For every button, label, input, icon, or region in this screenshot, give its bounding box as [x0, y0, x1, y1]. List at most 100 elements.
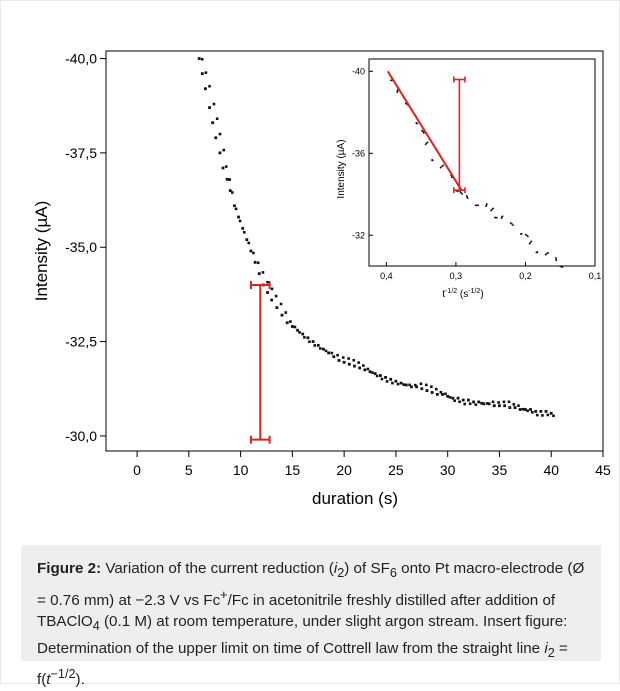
- main-data-point: [252, 251, 255, 255]
- main-data-point: [221, 166, 225, 170]
- main-x-tick-label: 45: [595, 462, 611, 478]
- inset-data-point: [500, 217, 503, 220]
- main-data-point: [353, 364, 356, 368]
- main-data-point: [215, 117, 219, 121]
- main-data-point: [324, 349, 328, 353]
- main-data-point: [347, 362, 351, 366]
- main-data-point: [441, 392, 444, 396]
- main-data-point: [410, 385, 413, 389]
- main-data-point: [279, 302, 283, 306]
- main-data-point: [472, 400, 475, 404]
- inset-data-point: [545, 252, 548, 255]
- main-data-points: [197, 57, 555, 418]
- main-data-point: [448, 396, 452, 399]
- main-data-point: [474, 403, 478, 406]
- main-data-point: [486, 402, 489, 405]
- main-data-point: [311, 340, 315, 343]
- main-data-point: [523, 408, 527, 411]
- main-data-point: [211, 121, 215, 125]
- inset-x-axis-label: t-1/2 (s-1/2): [442, 288, 483, 300]
- inset-data-point: [526, 235, 529, 238]
- main-data-point: [266, 291, 269, 294]
- main-data-point: [482, 402, 486, 406]
- main-data-point: [237, 215, 240, 219]
- inset-x-tick-label: 0,1: [589, 271, 602, 281]
- main-y-axis-label: Intensity (µA): [32, 201, 51, 302]
- main-data-point: [430, 385, 433, 388]
- inset-data-point: [465, 195, 468, 197]
- main-data-point: [289, 320, 292, 323]
- main-data-point: [420, 387, 424, 391]
- inset-data-point: [404, 102, 407, 105]
- inset-data-point: [442, 164, 445, 167]
- main-data-point: [208, 84, 211, 88]
- main-data-point: [366, 367, 370, 371]
- main-data-point: [453, 399, 457, 403]
- main-data-point: [512, 403, 516, 406]
- main-data-point: [402, 383, 406, 386]
- main-data-point: [200, 57, 204, 61]
- main-data-point: [396, 382, 400, 386]
- main-data-point: [225, 177, 229, 181]
- inset-marker: [453, 76, 466, 194]
- inset-data-point: [520, 233, 522, 235]
- main-data-point: [368, 370, 372, 374]
- inset-data-point: [460, 191, 462, 194]
- main-y-ticks: -40,0 -37,5 -35,0 -32,5 -30,0: [65, 51, 106, 444]
- main-data-point: [389, 377, 393, 381]
- main-data-point: [296, 328, 299, 332]
- main-data-point: [347, 357, 350, 360]
- main-data-point: [394, 379, 398, 383]
- main-data-point: [330, 351, 334, 355]
- main-data-point: [303, 336, 306, 339]
- main-data-point: [414, 383, 417, 387]
- figure-svg: 0 5 10 15 20 25 30 35 40 45 -40,0-37,5-35,0-32,5-…: [32, 50, 611, 508]
- main-data-point: [531, 410, 534, 414]
- inset-data-point: [461, 193, 464, 195]
- main-plot-frame: [105, 50, 604, 452]
- inset-y-ticks: -32 -36 -40: [352, 66, 373, 240]
- inset-y-tick-label: -40: [352, 66, 365, 76]
- main-data-point: [363, 368, 367, 372]
- main-data-point: [362, 364, 365, 367]
- main-data-point: [492, 404, 496, 408]
- inset-x-tick-label: 0,4: [380, 271, 393, 281]
- main-data-point: [208, 106, 211, 110]
- main-data-point: [204, 71, 208, 74]
- inset-data-point: [441, 165, 443, 168]
- main-x-tick-label: 0: [133, 462, 141, 478]
- main-x-tick-label: 10: [233, 462, 249, 478]
- main-x-tick-label: 30: [440, 462, 456, 478]
- main-data-point: [419, 382, 423, 386]
- main-x-tick-label: 35: [492, 462, 508, 478]
- main-data-point: [498, 404, 501, 408]
- inset-x-ticks: 0,4 0,3 0,2 0,1: [380, 262, 601, 281]
- main-data-point: [197, 57, 201, 60]
- main-data-point: [253, 260, 257, 264]
- main-x-tick-label: 15: [285, 462, 301, 478]
- main-data-point: [228, 189, 232, 193]
- main-data-point: [270, 287, 274, 291]
- main-data-point: [508, 406, 512, 410]
- main-data-point: [375, 374, 379, 378]
- main-data-point: [212, 102, 216, 106]
- main-data-point: [415, 385, 419, 389]
- main-data-point: [458, 400, 461, 404]
- main-y-tick-label: -40,0: [65, 51, 97, 67]
- main-data-point: [222, 148, 226, 152]
- main-data-point: [284, 311, 288, 314]
- main-data-point: [468, 402, 472, 406]
- main-y-tick-label: -32,5: [65, 334, 97, 350]
- inset-data-point: [490, 209, 493, 212]
- main-data-point: [549, 411, 553, 415]
- main-data-point: [461, 398, 465, 402]
- main-data-point: [517, 404, 520, 407]
- main-data-point: [439, 390, 443, 394]
- main-data-point: [507, 400, 511, 404]
- main-data-point: [218, 151, 222, 155]
- main-data-point: [477, 400, 481, 404]
- inset-data-point: [396, 91, 399, 94]
- main-data-point: [256, 261, 260, 265]
- main-data-point: [316, 343, 320, 347]
